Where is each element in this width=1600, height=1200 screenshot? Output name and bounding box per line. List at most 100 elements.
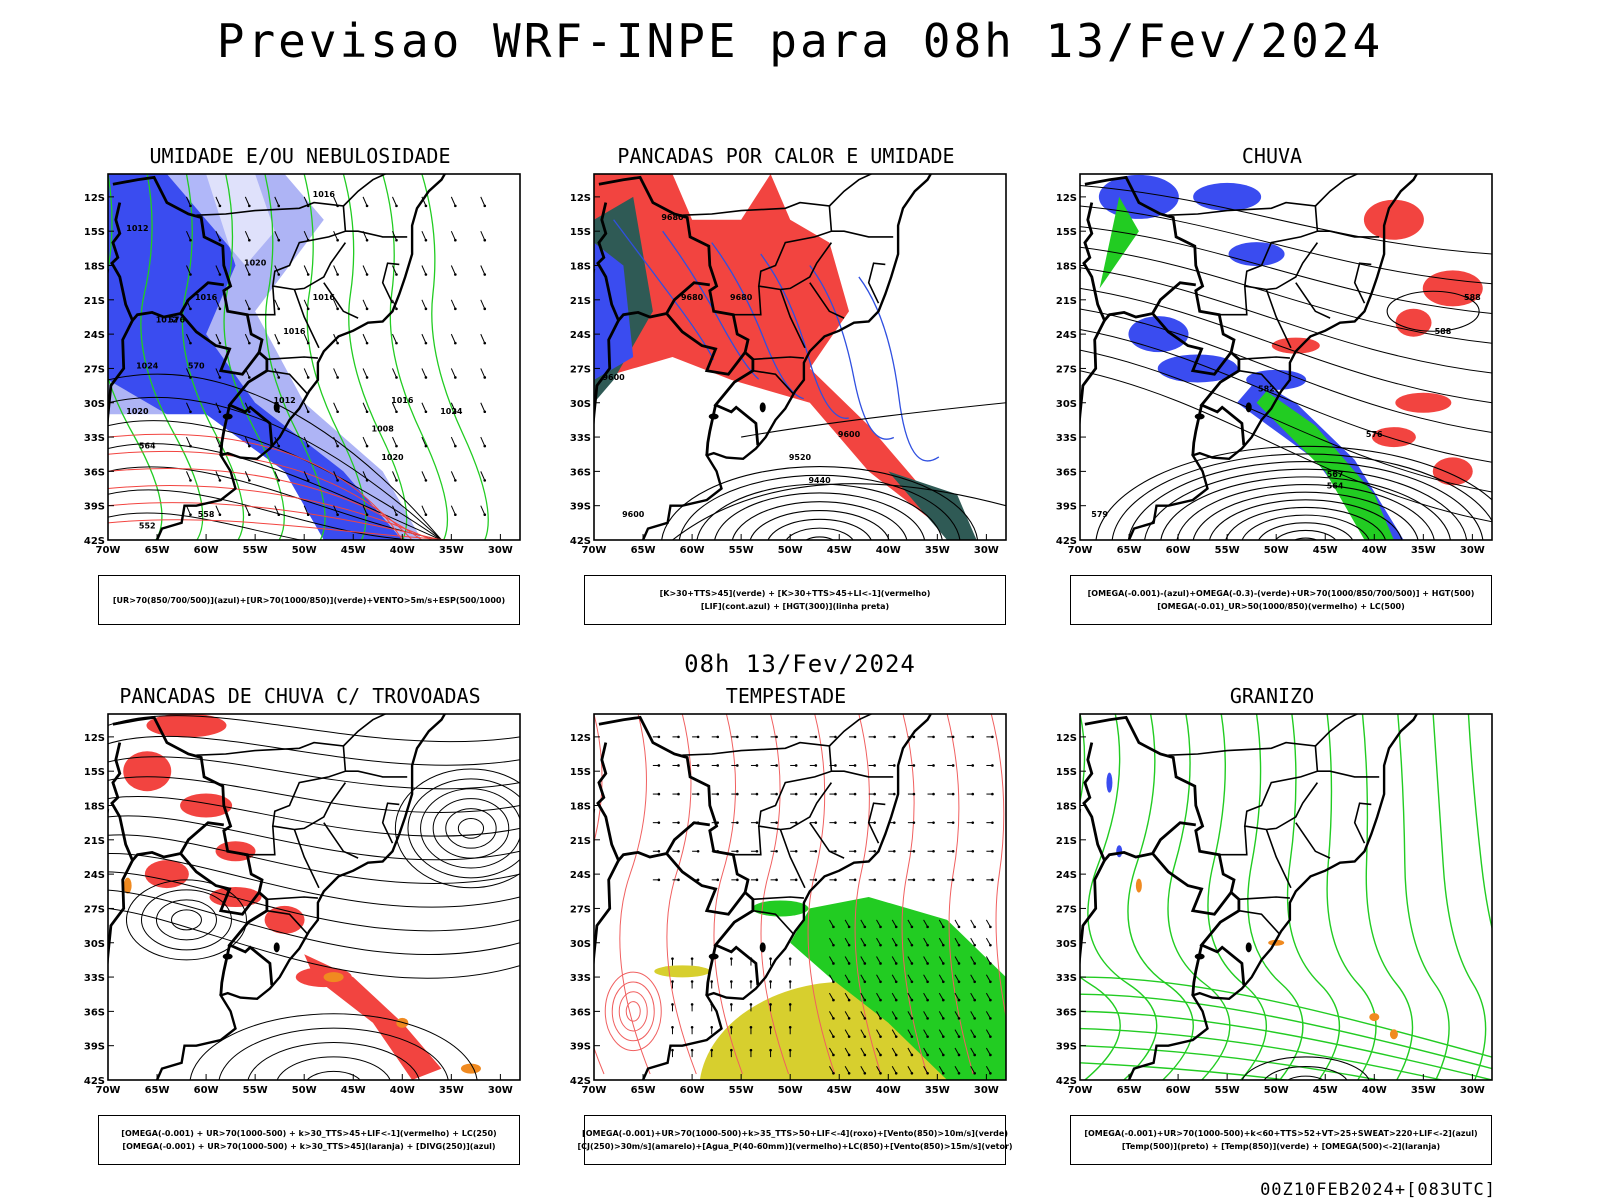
state-border <box>1219 286 1248 316</box>
lon-tick-label: 60W <box>680 1085 705 1096</box>
water-contour <box>619 714 651 1075</box>
wind-vector-head <box>306 410 310 414</box>
lat-tick-label: 21S <box>1056 836 1077 847</box>
wind-vector-head <box>306 376 310 379</box>
water-contour <box>611 981 655 1042</box>
wind-vector <box>938 1066 944 1074</box>
wind-vector-head <box>775 878 778 882</box>
wind-vector-head <box>989 1053 992 1057</box>
thickness-contour <box>108 485 432 540</box>
country-border <box>110 202 224 324</box>
height-contour <box>1080 184 1492 255</box>
height-contour <box>1127 461 1484 540</box>
panel-granizo: GRANIZO 12S 15S 18S 21S 24S 27S 30S 33S 36S 39S 42… <box>1052 684 1512 1174</box>
state-border <box>323 282 359 319</box>
wind-vector-head <box>189 410 192 414</box>
wind-vector-head <box>910 998 914 1002</box>
wind-vector-head <box>189 479 192 482</box>
wind-vector-head <box>926 943 929 947</box>
wind-vector-head <box>847 1071 851 1075</box>
wind-vector-head <box>853 735 857 739</box>
lat-tick-label: 33S <box>84 433 105 444</box>
panel-title: TEMPESTADE <box>725 684 847 708</box>
lat-tick-label: 30S <box>84 399 105 410</box>
wind-vector-head <box>892 878 896 882</box>
map-frame <box>1079 173 1493 541</box>
wind-vector <box>938 1011 944 1019</box>
footer-run-info: 00Z10FEB2024+[083UTC] <box>1260 1180 1496 1200</box>
wind-vector-head <box>755 878 759 882</box>
water-contour <box>760 714 790 1075</box>
wind-vector-head <box>957 943 961 947</box>
wind-vector-head <box>696 792 700 796</box>
lat-tick-label: 21S <box>570 296 591 307</box>
wind-vector <box>923 919 929 928</box>
wind-vector-head <box>991 735 994 739</box>
wind-vector-head <box>696 735 700 739</box>
wind-vector-head <box>395 341 398 345</box>
state-border <box>1353 802 1372 844</box>
wind-vector-head <box>832 1017 835 1020</box>
panel-tempestade: TEMPESTADE 12S 15S 18S 21S 24S 27S 30S 33S 36S 39… <box>566 684 1026 1174</box>
wind-vector-head <box>834 735 837 739</box>
lat-tick-label: 33S <box>1056 973 1077 984</box>
height-contour <box>1176 483 1435 540</box>
contour-label: 558 <box>198 510 215 519</box>
wind-green-region <box>790 897 1006 1080</box>
temp850-contour <box>1080 976 1492 1058</box>
wind-vector-head <box>657 878 661 882</box>
state-border <box>1265 289 1292 349</box>
wind-vector <box>186 196 191 207</box>
country-border <box>179 312 261 376</box>
wind-vector <box>421 333 427 344</box>
wind-vector <box>421 230 427 241</box>
contour-label: 564 <box>139 442 156 451</box>
wind-vector <box>392 230 397 241</box>
omega-orange-region <box>1268 939 1285 946</box>
wind-vector-head <box>483 204 487 208</box>
pressure-contour <box>108 443 442 540</box>
wind-vector-head <box>879 1017 882 1020</box>
wind-vector-head <box>677 878 680 882</box>
height-contour <box>714 492 926 540</box>
hail-blue-region <box>1106 772 1113 793</box>
streamline <box>155 899 217 941</box>
country-border <box>594 319 620 431</box>
wind-vector <box>186 436 191 447</box>
streamline <box>276 1056 391 1080</box>
lon-tick-label: 40W <box>1362 545 1387 556</box>
lat-tick-label: 42S <box>570 1076 591 1087</box>
lon-tick-label: 55W <box>729 545 754 556</box>
lon-tick-label: 45W <box>827 545 852 556</box>
wind-vector-head <box>710 1025 714 1029</box>
lon-tick-label: 30W <box>488 545 513 556</box>
height-contour <box>1258 522 1354 540</box>
wind-vector-head <box>365 410 369 414</box>
legend-line: [OMEGA(-0.001) + UR>70(1000-500) + k>30_… <box>122 1142 496 1151</box>
streamline <box>108 853 520 908</box>
wind-vector-head <box>365 307 369 311</box>
wind-vector <box>333 471 339 481</box>
lon-tick-label: 55W <box>1215 1085 1240 1096</box>
lat-tick-label: 15S <box>1056 227 1077 238</box>
wind-vector-head <box>775 849 778 853</box>
contour-label: 570 <box>188 361 205 370</box>
contour-label: 9680 <box>661 213 684 222</box>
wind-vector-head <box>365 513 369 516</box>
lat-tick-label: 24S <box>1056 330 1077 341</box>
water-contour <box>604 971 662 1052</box>
panel-pancadas-calor: PANCADAS POR CALOR E UMIDADE 9680 9680 968… <box>566 144 1026 634</box>
country-border <box>596 742 710 864</box>
wind-vector-head <box>454 479 457 482</box>
lon-tick-label: 40W <box>390 1085 415 1096</box>
wind-vector-head <box>941 925 945 929</box>
wind-vector <box>844 919 850 928</box>
country-border <box>179 852 261 916</box>
rain-red-region <box>1395 392 1452 413</box>
wind-vector-head <box>775 764 778 767</box>
lat-tick-label: 12S <box>570 193 591 204</box>
lat-tick-label: 30S <box>84 939 105 950</box>
lat-tick-label: 12S <box>570 733 591 744</box>
wind-vector-head <box>189 444 192 448</box>
